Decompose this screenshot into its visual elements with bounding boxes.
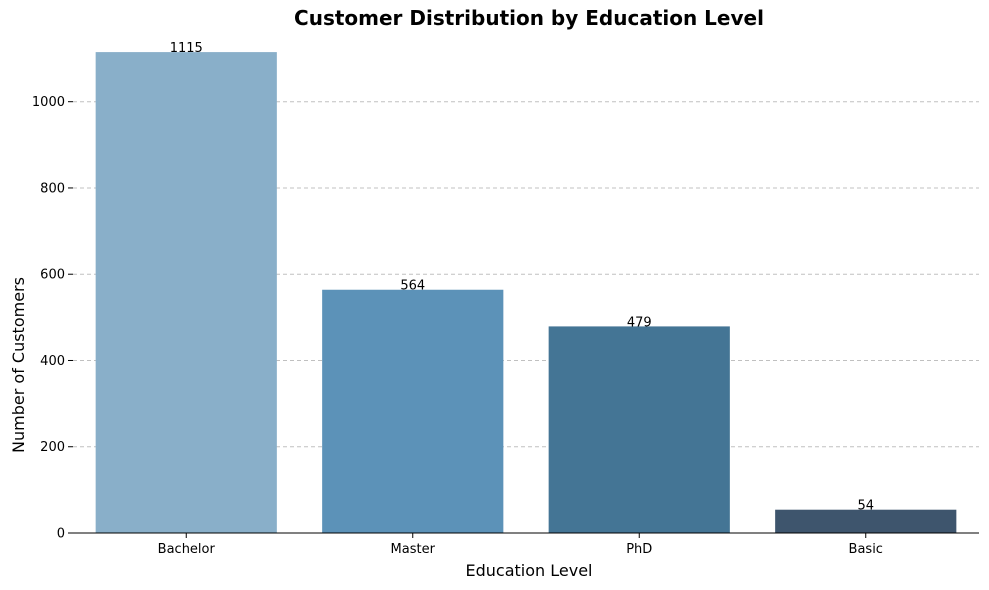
data-labels: 1115 564 479 54 [170, 41, 874, 514]
bars [95, 52, 957, 534]
chart-title: Customer Distribution by Education Level [294, 6, 764, 30]
y-tick-label: 0 [57, 527, 65, 542]
y-tick-label: 800 [40, 181, 65, 196]
bar-phd [548, 326, 730, 533]
data-label-bachelor: 1115 [170, 41, 203, 56]
bar-bachelor [95, 52, 277, 534]
bar-basic [775, 509, 957, 533]
y-axis-title: Number of Customers [9, 277, 28, 453]
x-tick-label: Master [391, 542, 436, 557]
y-axis: 0 200 400 600 800 1000 [32, 95, 73, 542]
y-tick-label: 1000 [32, 95, 65, 110]
bar-master [322, 289, 504, 533]
x-tick-label: Basic [849, 542, 883, 557]
data-label-master: 564 [400, 279, 425, 294]
y-tick-label: 600 [40, 268, 65, 283]
y-tick-label: 400 [40, 354, 65, 369]
y-tick-label: 200 [40, 440, 65, 455]
data-label-basic: 54 [857, 499, 874, 514]
x-axis: Bachelor Master PhD Basic [73, 532, 979, 557]
x-tick-label: Bachelor [158, 542, 216, 557]
x-axis-title: Education Level [466, 561, 593, 580]
data-label-phd: 479 [627, 315, 652, 330]
x-tick-label: PhD [626, 542, 652, 557]
